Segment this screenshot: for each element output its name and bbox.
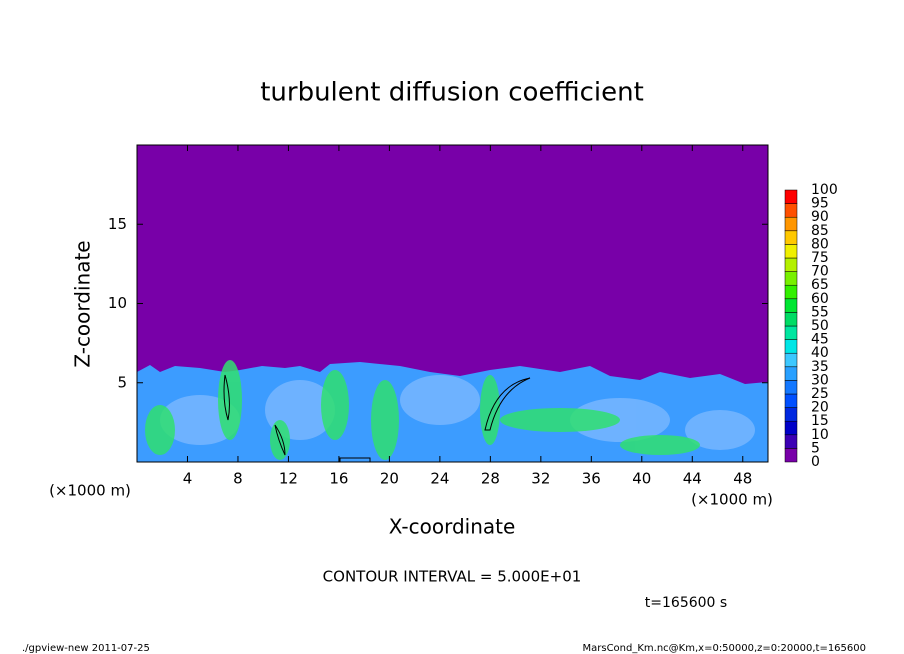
colorbar-cell — [784, 393, 798, 408]
colorbar-label: 15 — [811, 413, 829, 429]
footer-right: MarsCond_Km.nc@Km,x=0:50000,z=0:20000,t=… — [583, 643, 867, 654]
colorbar-label: 100 — [811, 182, 838, 198]
colorbar-cell — [784, 284, 798, 300]
colorbar-cell — [784, 216, 798, 232]
colorbar-cell — [784, 203, 798, 218]
colorbar-label: 35 — [811, 359, 829, 375]
colorbar-cell — [784, 339, 798, 354]
colorbar-label: 45 — [811, 332, 829, 348]
colorbar-label: 40 — [811, 345, 829, 361]
time-note: t=165600 s — [645, 595, 727, 611]
y-tick-label: 15 — [108, 215, 127, 233]
colorbar-label: 60 — [811, 291, 829, 307]
x-tick-label: 12 — [279, 470, 298, 488]
x-tick-label: 16 — [329, 470, 348, 488]
colorbar-cell — [784, 298, 798, 313]
y-axis-title: Z-coordinate — [71, 240, 95, 367]
colorbar-label: 0 — [811, 454, 820, 470]
colorbar-label: 70 — [811, 264, 829, 280]
colorbar-label: 75 — [811, 250, 829, 266]
colorbar-cell — [784, 271, 798, 286]
y-tick-label: 5 — [117, 373, 127, 391]
x-tick-label: 28 — [481, 470, 500, 488]
colorbar-cell — [784, 244, 798, 259]
colorbar-cell — [784, 448, 798, 463]
x-tick-label: 8 — [233, 470, 243, 488]
colorbar-cell — [784, 257, 798, 272]
colorbar-label: 80 — [811, 236, 829, 252]
y-tick-label: 10 — [108, 294, 127, 312]
colorbar-label: 65 — [811, 277, 829, 293]
colorbar-cell — [784, 312, 798, 327]
x-tick-label: 44 — [683, 470, 702, 488]
x-tick-label: 20 — [380, 470, 399, 488]
contour-note: CONTOUR INTERVAL = 5.000E+01 — [323, 568, 582, 586]
colorbar-label: 10 — [811, 427, 829, 443]
x-tick-label: 4 — [183, 470, 193, 488]
x-axis-title: X-coordinate — [389, 515, 516, 539]
field — [136, 144, 769, 463]
x-tick-label: 48 — [733, 470, 752, 488]
colorbar-label: 95 — [811, 196, 829, 212]
colorbar-cell — [784, 325, 798, 340]
colorbar-cell — [784, 434, 798, 449]
colorbar-cell — [784, 230, 798, 245]
x-tick-label: 40 — [632, 470, 651, 488]
colorbar-cell — [784, 380, 798, 395]
x-tick-label: 36 — [582, 470, 601, 488]
colorbar-label: 90 — [811, 209, 829, 225]
colorbar-cell — [784, 189, 798, 204]
contour-line — [223, 374, 531, 463]
x-tick-label: 32 — [531, 470, 550, 488]
colorbar-label: 50 — [811, 318, 829, 334]
colorbar-cell — [784, 352, 798, 368]
colorbar-label: 25 — [811, 386, 829, 402]
colorbar-label: 85 — [811, 223, 829, 239]
x-tick-label: 24 — [430, 470, 449, 488]
footer-left: ./gpview-new 2011-07-25 — [22, 643, 150, 654]
colorbar-cell — [784, 407, 798, 422]
chart-title: turbulent diffusion coefficient — [260, 78, 644, 108]
y-unit: (×1000 m) — [49, 482, 131, 500]
colorbar-cell — [784, 420, 798, 436]
x-unit: (×1000 m) — [691, 491, 773, 509]
colorbar-label: 55 — [811, 304, 829, 320]
colorbar-cell — [784, 366, 798, 381]
colorbar-label: 30 — [811, 372, 829, 388]
colorbar-label: 20 — [811, 400, 829, 416]
colorbar-label: 5 — [811, 440, 820, 456]
